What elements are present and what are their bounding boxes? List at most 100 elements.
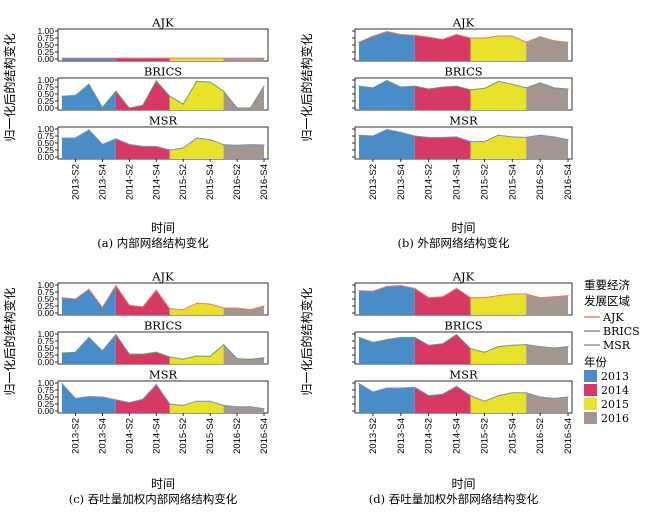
panel-title: AJK bbox=[452, 270, 475, 284]
x-tick-label: 2014-S2 bbox=[124, 418, 135, 454]
data-point bbox=[142, 306, 144, 308]
data-point bbox=[236, 107, 238, 109]
data-point bbox=[74, 57, 77, 59]
area-2016 bbox=[526, 36, 568, 61]
panel-msr: MSR bbox=[352, 368, 573, 414]
data-point bbox=[553, 347, 555, 349]
data-point bbox=[400, 33, 402, 35]
area-2014 bbox=[115, 138, 170, 159]
data-point bbox=[525, 136, 527, 138]
data-point bbox=[223, 344, 225, 346]
x-tick-label: 2015-S4 bbox=[507, 164, 518, 200]
y-tick-label: 0.25 bbox=[37, 399, 54, 409]
data-point bbox=[263, 357, 265, 359]
x-tick-label: 2016-S4 bbox=[259, 164, 270, 200]
y-tick-label: 0.00 bbox=[37, 54, 54, 64]
data-point bbox=[525, 392, 527, 394]
data-point bbox=[182, 57, 184, 59]
data-point bbox=[455, 287, 458, 289]
data-point bbox=[386, 285, 388, 287]
data-point bbox=[400, 131, 402, 133]
data-point bbox=[428, 88, 430, 90]
area-2013 bbox=[62, 129, 116, 159]
panel-frame bbox=[57, 28, 269, 62]
data-point bbox=[497, 295, 499, 297]
legend-year-2016: 2016 bbox=[601, 412, 629, 425]
area-2016 bbox=[526, 344, 568, 364]
series-line-ajk bbox=[61, 284, 265, 311]
area-2015 bbox=[470, 36, 527, 61]
data-point bbox=[386, 79, 388, 82]
data-point bbox=[567, 346, 569, 348]
area-2013 bbox=[359, 31, 415, 61]
data-point bbox=[525, 293, 527, 295]
data-point bbox=[169, 57, 171, 59]
series-line-ajk bbox=[358, 285, 569, 299]
data-point bbox=[400, 86, 402, 88]
data-point bbox=[414, 386, 416, 388]
y-tick-label: 0.00 bbox=[37, 308, 54, 318]
data-point bbox=[497, 35, 499, 37]
legend-label-brics: BRICS bbox=[603, 325, 640, 338]
panel-ajk: AJK bbox=[352, 16, 573, 62]
area-2013 bbox=[359, 285, 415, 315]
area-2014 bbox=[414, 386, 471, 413]
data-point bbox=[414, 336, 416, 338]
area-2015 bbox=[470, 293, 527, 315]
y-tick-label: 1.00 bbox=[37, 26, 54, 36]
data-point bbox=[128, 143, 130, 145]
data-point bbox=[525, 344, 527, 346]
series-line-brics bbox=[61, 333, 265, 360]
data-point bbox=[511, 392, 513, 394]
data-point bbox=[497, 80, 499, 82]
legend-label-ajk: AJK bbox=[602, 311, 624, 324]
data-point bbox=[88, 395, 90, 398]
data-point bbox=[567, 41, 569, 43]
data-point bbox=[249, 57, 252, 59]
data-point bbox=[455, 385, 458, 387]
area-2016 bbox=[526, 82, 568, 110]
data-point bbox=[483, 37, 485, 39]
x-tick-label: 2015-S2 bbox=[479, 418, 490, 454]
x-tick-label: 2016-S2 bbox=[535, 164, 546, 200]
data-point bbox=[469, 141, 472, 143]
data-point bbox=[358, 41, 360, 43]
legend-year-2014: 2014 bbox=[601, 384, 629, 397]
chart-caption: (d) 吞吐量加权外部网络结构变化 bbox=[369, 492, 539, 506]
y-tick-label: 1.00 bbox=[37, 329, 54, 339]
data-point bbox=[61, 95, 63, 97]
x-tick-label: 2013-S2 bbox=[70, 164, 81, 200]
series-line-msr bbox=[358, 383, 569, 402]
data-point bbox=[553, 296, 555, 298]
data-point bbox=[372, 341, 374, 343]
data-point bbox=[128, 353, 130, 355]
data-point bbox=[74, 94, 77, 96]
y-tick-label: 0.25 bbox=[37, 96, 54, 106]
data-point bbox=[372, 391, 374, 393]
legend-title-line2: 发展区域 bbox=[584, 294, 630, 308]
data-point bbox=[358, 382, 360, 385]
data-point bbox=[223, 90, 225, 92]
y-tick-label: 0.50 bbox=[37, 294, 54, 304]
x-axis-title: 时间 bbox=[151, 221, 175, 235]
y-axis-title: 归一化后的结构变化 bbox=[2, 287, 17, 395]
data-point bbox=[196, 57, 198, 59]
data-point bbox=[236, 57, 238, 59]
data-point bbox=[263, 144, 265, 146]
panel-title: MSR bbox=[149, 114, 178, 128]
x-tick-label: 2013-S4 bbox=[97, 418, 108, 454]
y-tick-label: 0.00 bbox=[37, 406, 54, 416]
data-point bbox=[169, 95, 171, 97]
y-tick-label: 0.25 bbox=[37, 47, 54, 57]
x-tick-label: 2014-S4 bbox=[151, 164, 162, 200]
chart-2: AJK BRICS MSR 2013-S2 2013-S4 2014-S2 2014-S4 2… bbox=[299, 16, 574, 251]
y-tick-label: 0.75 bbox=[37, 336, 54, 346]
data-point bbox=[182, 358, 184, 360]
data-point bbox=[236, 307, 238, 309]
panel-strip bbox=[355, 16, 572, 29]
x-tick-label: 2015-S2 bbox=[178, 164, 189, 200]
data-point bbox=[483, 351, 485, 353]
data-point bbox=[101, 306, 103, 308]
panel-strip bbox=[355, 65, 572, 78]
